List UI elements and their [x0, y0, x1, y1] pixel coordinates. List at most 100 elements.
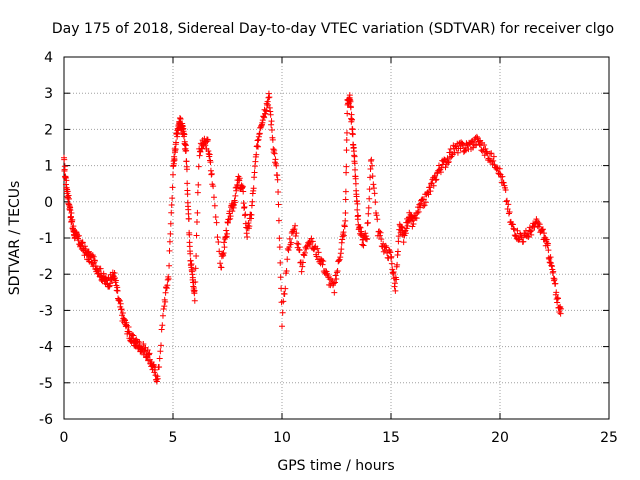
data-point: [370, 181, 377, 188]
data-point: [236, 175, 243, 182]
y-tick-label: 4: [44, 50, 53, 66]
data-point: [447, 154, 454, 161]
data-point: [352, 166, 359, 173]
data-point: [481, 142, 488, 149]
data-point: [85, 248, 92, 255]
data-point: [185, 215, 192, 222]
data-point: [68, 210, 75, 217]
data-point: [218, 264, 225, 271]
data-point: [422, 199, 429, 206]
data-point: [437, 169, 444, 176]
data-point: [364, 236, 371, 243]
axis-ticks: [63, 56, 610, 420]
data-point: [221, 244, 228, 251]
data-point: [352, 180, 359, 187]
data-point: [144, 347, 151, 354]
data-point: [140, 340, 147, 347]
grid-lines: [64, 57, 609, 419]
data-point: [356, 224, 363, 231]
data-point: [336, 256, 343, 263]
data-point: [311, 244, 318, 251]
data-point: [207, 159, 214, 166]
data-point: [344, 110, 351, 117]
data-point: [280, 298, 287, 305]
data-point: [276, 244, 283, 251]
data-point: [420, 202, 427, 209]
data-point: [369, 173, 376, 180]
data-point: [117, 300, 124, 307]
data-point: [390, 269, 397, 276]
x-tick-label: 20: [491, 430, 509, 446]
data-point: [170, 171, 176, 178]
data-point: [535, 219, 542, 226]
data-point: [229, 208, 236, 215]
data-point: [292, 233, 299, 240]
data-point: [424, 190, 431, 197]
data-point: [192, 265, 199, 272]
data-point: [342, 217, 349, 224]
data-point: [275, 201, 282, 208]
data-point: [277, 259, 284, 266]
data-point: [84, 249, 91, 256]
data-point: [545, 247, 552, 254]
data-point: [333, 269, 340, 276]
data-point: [166, 262, 173, 269]
data-point: [197, 148, 204, 155]
data-point: [457, 145, 464, 152]
data-point: [335, 257, 342, 264]
data-point: [547, 254, 554, 261]
data-point: [192, 279, 199, 286]
data-point: [426, 184, 433, 191]
data-point: [347, 104, 354, 111]
data-point: [320, 258, 327, 265]
data-point: [166, 238, 173, 245]
data-point: [332, 272, 339, 279]
data-point: [376, 232, 383, 239]
y-tick-label: -1: [39, 231, 53, 247]
data-point: [263, 107, 270, 114]
data-point: [160, 306, 167, 313]
data-point: [362, 230, 369, 237]
data-point: [223, 227, 230, 234]
data-point: [554, 295, 561, 302]
data-point: [225, 216, 232, 223]
data-point: [355, 212, 362, 219]
data-point: [532, 219, 539, 226]
data-point: [195, 181, 202, 188]
data-point: [286, 244, 293, 251]
data-point: [281, 290, 288, 297]
data-point: [276, 235, 283, 242]
data-point: [365, 210, 372, 217]
data-point: [271, 150, 278, 157]
data-point: [398, 224, 405, 231]
data-point: [301, 249, 308, 256]
data-point: [342, 196, 349, 203]
data-point: [425, 191, 432, 198]
data-point: [403, 225, 410, 232]
data-point: [377, 229, 384, 236]
data-point: [188, 261, 195, 268]
data-point: [482, 145, 489, 152]
data-point: [64, 188, 71, 195]
data-point: [343, 137, 350, 144]
data-point: [105, 274, 112, 281]
data-point: [343, 129, 350, 136]
chart-title: Day 175 of 2018, Sidereal Day-to-day VTE…: [52, 21, 614, 37]
data-point: [210, 183, 217, 190]
data-point: [387, 249, 394, 256]
data-point: [193, 232, 200, 239]
data-point: [176, 114, 183, 121]
data-point: [268, 126, 275, 133]
data-point: [61, 163, 68, 170]
y-tick-label: -6: [39, 412, 53, 428]
data-point: [337, 254, 344, 261]
data-point: [299, 263, 306, 270]
data-point: [367, 174, 374, 181]
data-point: [388, 253, 395, 260]
data-point: [130, 332, 137, 339]
data-point: [370, 185, 377, 192]
data-point: [210, 194, 217, 201]
data-point: [114, 287, 121, 294]
data-point: [414, 209, 421, 216]
